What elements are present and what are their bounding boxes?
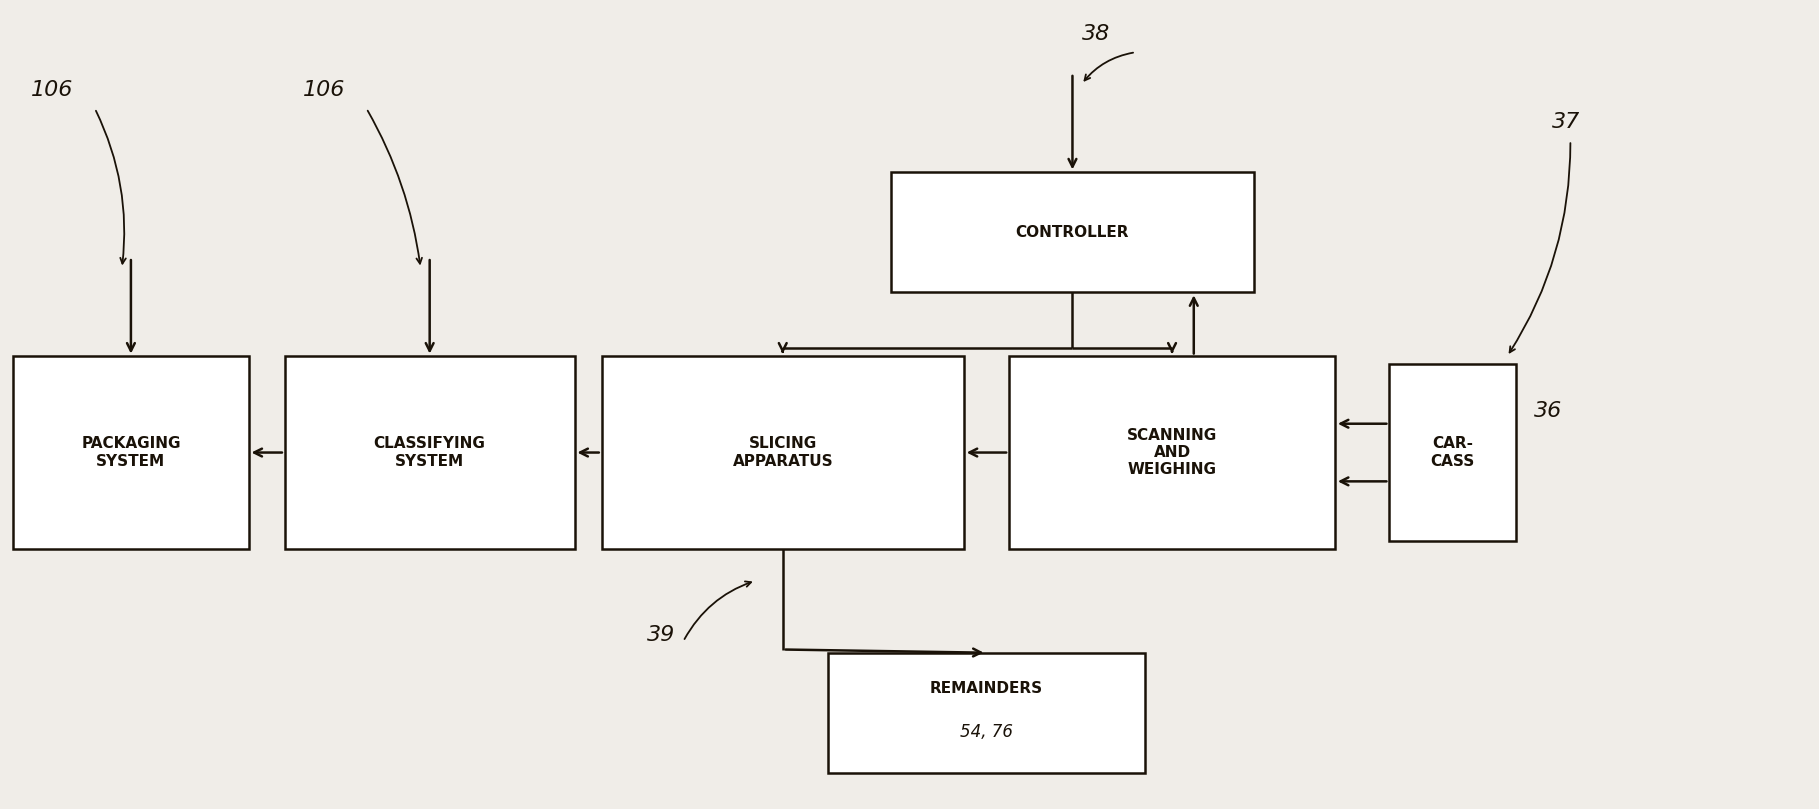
Text: PACKAGING
SYSTEM: PACKAGING SYSTEM [82, 436, 180, 468]
Text: REMAINDERS: REMAINDERS [930, 681, 1042, 697]
Text: 37: 37 [1552, 112, 1581, 133]
Text: 38: 38 [1082, 24, 1110, 44]
FancyBboxPatch shape [1010, 357, 1335, 549]
Text: 39: 39 [648, 625, 675, 645]
Text: 106: 106 [304, 80, 346, 100]
Text: SLICING
APPARATUS: SLICING APPARATUS [733, 436, 833, 468]
FancyBboxPatch shape [13, 357, 249, 549]
Text: 106: 106 [31, 80, 75, 100]
FancyBboxPatch shape [828, 653, 1144, 773]
FancyBboxPatch shape [602, 357, 964, 549]
FancyBboxPatch shape [1390, 365, 1515, 540]
Text: CLASSIFYING
SYSTEM: CLASSIFYING SYSTEM [373, 436, 486, 468]
FancyBboxPatch shape [891, 172, 1253, 292]
Text: 54, 76: 54, 76 [960, 723, 1013, 741]
Text: 36: 36 [1533, 400, 1563, 421]
FancyBboxPatch shape [286, 357, 575, 549]
Text: CONTROLLER: CONTROLLER [1015, 225, 1130, 239]
Text: SCANNING
AND
WEIGHING: SCANNING AND WEIGHING [1128, 428, 1217, 477]
Text: CAR-
CASS: CAR- CASS [1430, 436, 1475, 468]
